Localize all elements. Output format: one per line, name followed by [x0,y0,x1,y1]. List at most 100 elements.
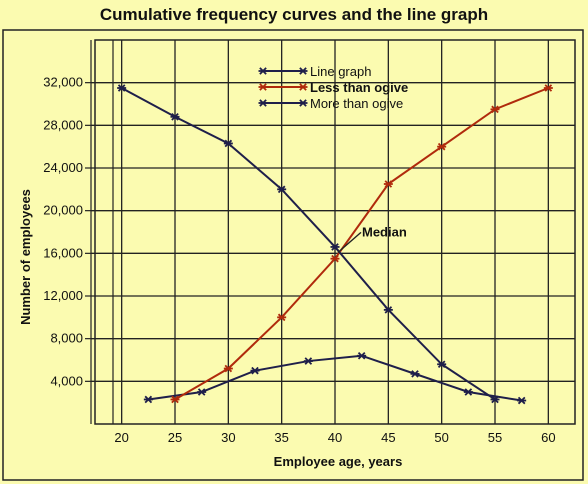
outer-frame [2,29,584,481]
marker-stroke [437,142,446,151]
chart-title: Cumulative frequency curves and the line… [100,5,488,24]
x-tick-label: 35 [274,430,288,445]
data-point [277,185,287,194]
x-tick-label: 25 [168,430,182,445]
marker-stroke [437,360,446,369]
x-tick-label: 30 [221,430,235,445]
data-point [410,370,420,378]
legend-marker [298,99,308,107]
marker-stroke [384,180,393,188]
marker-stroke [277,185,286,194]
x-tick-label: 60 [541,430,555,445]
marker-stroke [259,83,267,91]
marker-stroke [144,395,153,404]
data-point [117,84,127,92]
data-point [277,313,287,322]
y-tick-label: 28,000 [43,117,83,132]
y-tick-label: 4,000 [50,373,83,388]
marker-stroke [224,139,233,148]
y-tick-label: 16,000 [43,245,83,260]
marker-stroke [357,351,366,360]
data-point [490,105,500,114]
data-point [330,243,340,251]
marker-stroke [224,364,233,373]
series-line [148,354,522,402]
legend-entry: Line graph [258,64,371,79]
marker-stroke [331,254,339,263]
x-tick-label: 40 [328,430,342,445]
marker-stroke [277,313,286,322]
annotation-pointer [337,231,362,253]
series-more-than-ogive [117,84,500,404]
data-point [357,351,367,360]
marker-stroke [491,105,499,114]
marker-stroke [299,83,307,91]
data-point [250,366,260,375]
legend-entry: Less than ogive [258,80,408,95]
y-tick-label: 32,000 [43,75,83,90]
marker-stroke [299,99,307,107]
y-tick-label: 12,000 [43,288,83,303]
y-tick-label: 24,000 [43,160,83,175]
annotation-median: Median [362,224,407,239]
marker-stroke [544,84,553,92]
y-axis-ticks: 4,000 8,000 12,000 16,000 20,000 24,000 28,000… [43,75,91,388]
legend-marker [258,83,268,91]
series-line [174,87,549,401]
x-tick-label: 45 [381,430,395,445]
marker-stroke [384,306,393,314]
data-point [143,395,153,404]
marker-stroke [171,395,179,404]
marker-stroke [331,243,339,251]
data-point [383,306,393,314]
marker-stroke [491,395,499,404]
y-tick-label: 20,000 [43,203,83,218]
data-point [303,357,313,365]
series-line-graph [143,351,527,405]
legend-marker [258,99,268,107]
marker-stroke [259,99,267,107]
marker-stroke [251,366,259,375]
data-point [383,180,393,188]
legend-marker [298,67,308,75]
legend-marker [258,67,268,75]
marker-stroke [117,84,126,92]
data-point [197,388,207,396]
legend-label: Line graph [310,64,371,79]
marker-stroke [304,357,313,365]
marker-stroke [259,67,267,75]
legend-entry: More than ogive [258,96,403,111]
data-point [490,395,500,404]
series-line [121,87,496,401]
data-point [223,364,233,373]
legend-label: Less than ogive [310,80,408,95]
series-layer [117,84,553,405]
x-tick-label: 20 [114,430,128,445]
data-point [543,84,553,92]
legend-label: More than ogive [310,96,403,111]
marker-stroke [171,113,179,121]
x-axis-ticks: 20 25 30 35 40 45 50 55 60 [114,430,555,445]
data-point [170,113,180,121]
data-point [170,395,180,404]
x-tick-label: 55 [488,430,502,445]
marker-stroke [299,67,307,75]
data-point [330,254,340,263]
data-point [517,396,527,405]
y-tick-label: 8,000 [50,331,83,346]
series-less-than-ogive [170,84,553,404]
x-tick-label: 50 [434,430,448,445]
x-axis-label: Employee age, years [274,454,403,469]
y-axis-label: Number of employees [18,189,33,325]
marker-stroke [517,396,526,405]
marker-stroke [411,370,419,378]
data-point [463,388,473,396]
data-point [437,360,447,369]
grid [90,39,576,425]
legend-marker [298,83,308,91]
data-point [223,139,233,148]
marker-stroke [197,388,206,396]
data-point [437,142,447,151]
